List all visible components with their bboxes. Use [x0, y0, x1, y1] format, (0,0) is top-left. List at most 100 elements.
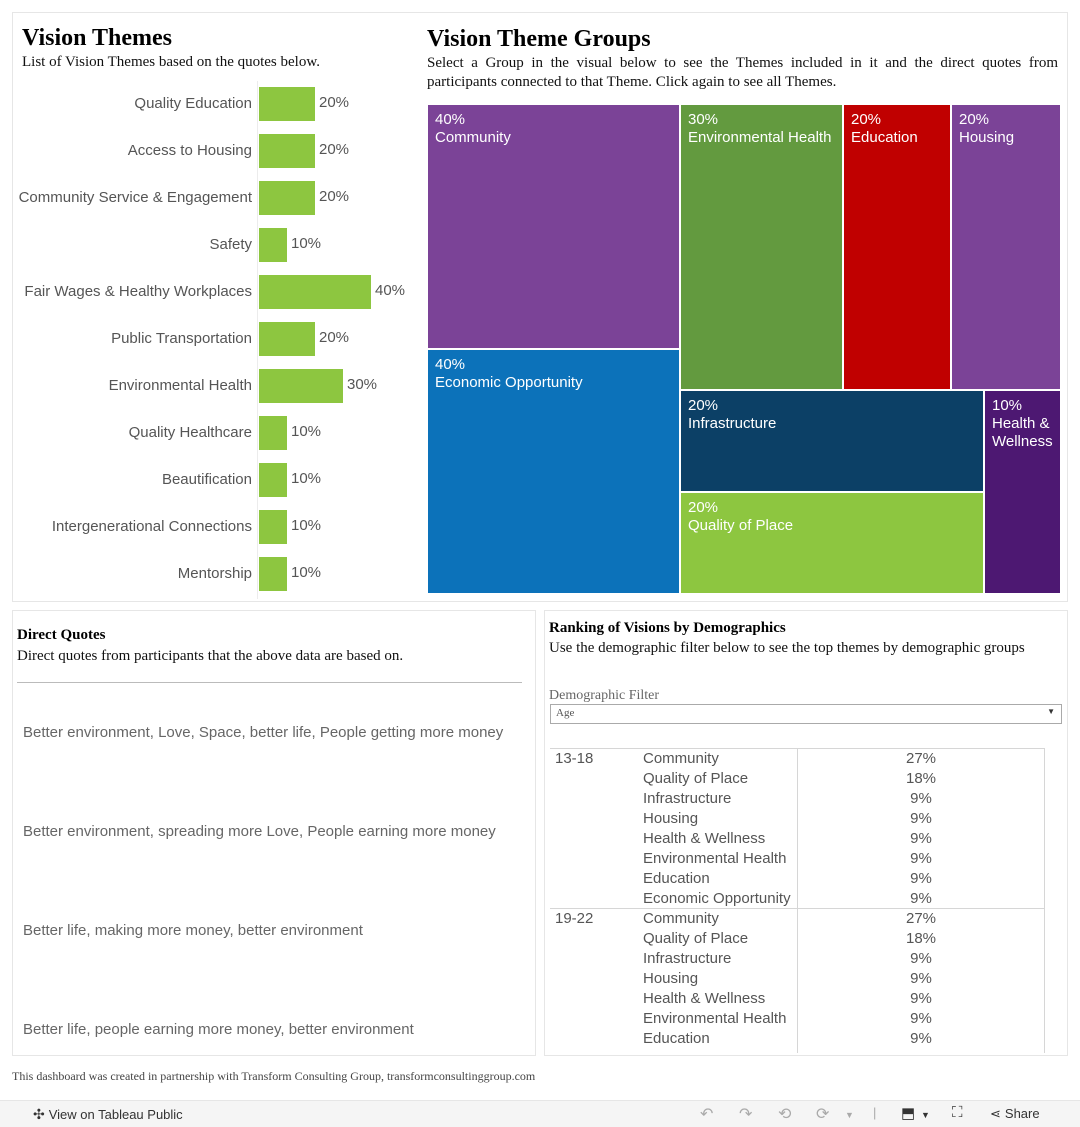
table-border-right	[1044, 748, 1045, 1053]
ranking-theme-cell: Infrastructure	[643, 790, 732, 807]
ranking-theme-cell: Housing	[643, 810, 699, 827]
treemap-cell-percent: 40%	[435, 356, 466, 373]
bar-value-label: 10%	[291, 423, 322, 440]
chevron-down-icon: ▼	[1047, 707, 1055, 716]
treemap-cell-percent: 20%	[688, 499, 719, 516]
bar[interactable]	[259, 510, 287, 544]
ranking-value-cell: 9%	[910, 810, 932, 827]
ranking-value-cell: 18%	[905, 930, 937, 947]
toolbar-separator: |	[873, 1105, 877, 1120]
ranking-theme-cell: Quality of Place	[643, 930, 749, 947]
treemap-cell-percent: 10%	[992, 397, 1023, 414]
treemap-cell[interactable]: 20% Education	[843, 104, 951, 390]
fullscreen-icon[interactable]: ⛶	[952, 1104, 963, 1121]
quotes-divider	[17, 682, 522, 683]
treemap-cell-label: Housing	[959, 129, 1015, 146]
refresh-icon[interactable]: ⟳	[816, 1106, 830, 1123]
table-column-divider	[797, 748, 798, 1053]
treemap-cell-percent: 30%	[688, 111, 719, 128]
ranking-theme-cell: Housing	[643, 970, 699, 987]
treemap-cell[interactable]: 10% Health & Wellness	[984, 390, 1061, 594]
bar-category-label: Quality Education	[134, 95, 252, 112]
treemap-cell-percent: 20%	[688, 397, 719, 414]
ranking-theme-cell: Infrastructure	[643, 950, 732, 967]
ranking-title: Ranking of Visions by Demographics	[549, 620, 786, 636]
direct-quotes-panel: Direct Quotes Direct quotes from partici…	[12, 610, 536, 1056]
treemap-cell[interactable]: 40% Economic Opportunity	[427, 349, 680, 594]
bar[interactable]	[259, 87, 315, 121]
treemap-cell-label: Community	[435, 129, 511, 146]
bar-value-label: 30%	[347, 376, 378, 393]
bar-value-label: 20%	[319, 329, 350, 346]
ranking-theme-cell: Environmental Health	[643, 850, 787, 867]
bar-category-label: Access to Housing	[127, 142, 252, 159]
bar-category-label: Community Service & Engagement	[18, 189, 252, 206]
bar[interactable]	[259, 181, 315, 215]
undo-icon[interactable]: ↶	[700, 1106, 714, 1123]
bar-value-label: 20%	[319, 141, 350, 158]
vision-themes-title: Vision Themes	[22, 25, 173, 51]
treemap-cell-label: Quality of Place	[688, 517, 794, 534]
bar-category-label: Beautification	[161, 471, 252, 488]
vision-themes-bar-chart: Quality Education 20% Access to Housing 20%…	[13, 13, 423, 603]
treemap-cell-label: Economic Opportunity	[435, 374, 583, 391]
ranking-theme-cell: Community	[643, 910, 719, 927]
demographic-filter-value: Age	[556, 707, 575, 719]
treemap-cell-percent: 40%	[435, 111, 466, 128]
ranking-value-cell: 9%	[910, 830, 932, 847]
bar[interactable]	[259, 369, 343, 403]
bar[interactable]	[259, 416, 287, 450]
download-dropdown-icon[interactable]: ▼	[921, 1110, 930, 1120]
ranking-value-cell: 9%	[910, 1010, 932, 1027]
treemap-cell-label: Health & Wellness	[992, 415, 1053, 450]
footer-note: This dashboard was created in partnershi…	[12, 1069, 536, 1083]
bar[interactable]	[259, 322, 315, 356]
groups-subtitle: Select a Group in the visual below to se…	[427, 55, 1058, 90]
treemap-cell[interactable]: 40% Community	[427, 104, 680, 349]
ranking-value-cell: 18%	[905, 770, 937, 787]
download-icon[interactable]: ⬒	[901, 1105, 916, 1122]
treemap-cell[interactable]: 20% Housing	[951, 104, 1061, 390]
bar-value-label: 10%	[291, 470, 322, 487]
share-button[interactable]: ⋖ Share	[990, 1106, 1040, 1122]
treemap-cell-label: Infrastructure	[688, 415, 777, 432]
treemap-cell-percent: 20%	[851, 111, 882, 128]
treemap-cell[interactable]: 20% Quality of Place	[680, 492, 984, 594]
quote-item: Better life, people earning more money, …	[23, 1021, 414, 1038]
ranking-theme-cell: Economic Opportunity	[643, 890, 791, 907]
bar[interactable]	[259, 557, 287, 591]
bar-value-label: 10%	[291, 235, 322, 252]
bar-value-label: 10%	[291, 517, 322, 534]
share-label: Share	[1004, 1106, 1040, 1121]
quote-item: Better environment, Love, Space, better …	[23, 724, 504, 741]
ranking-subtitle: Use the demographic filter below to see …	[549, 640, 1025, 656]
quote-item: Better environment, spreading more Love,…	[23, 823, 496, 840]
refresh-dropdown-icon[interactable]: ▼	[845, 1110, 854, 1120]
ranking-value-cell: 27%	[905, 910, 937, 927]
bar-category-label: Fair Wages & Healthy Workplaces	[24, 283, 252, 300]
view-on-tableau-public-button[interactable]: ✣ View on Tableau Public	[33, 1106, 183, 1123]
tableau-toolbar: ✣ View on Tableau Public ↶ ↷ ⟲ ⟳ ▼ | ⬒ ▼ …	[0, 1100, 1080, 1127]
bar[interactable]	[259, 463, 287, 497]
demographic-group-label: 19-22	[555, 910, 594, 927]
treemap-cell-label: Education	[851, 129, 918, 146]
bar-category-label: Quality Healthcare	[128, 424, 252, 441]
bar-value-label: 40%	[375, 282, 406, 299]
treemap-cell[interactable]: 20% Infrastructure	[680, 390, 984, 492]
bar[interactable]	[259, 228, 287, 262]
treemap-cell-label: Environmental Health	[688, 129, 832, 146]
bar-value-label: 20%	[319, 188, 350, 205]
redo-icon[interactable]: ↷	[739, 1106, 753, 1123]
ranking-value-cell: 27%	[905, 750, 937, 767]
treemap-cell[interactable]: 30% Environmental Health	[680, 104, 843, 390]
direct-quotes-subtitle: Direct quotes from participants that the…	[17, 648, 404, 664]
ranking-value-cell: 9%	[910, 870, 932, 887]
revert-icon[interactable]: ⟲	[778, 1106, 792, 1123]
bar[interactable]	[259, 134, 315, 168]
ranking-value-cell: 9%	[910, 1030, 932, 1047]
bar[interactable]	[259, 275, 371, 309]
bar-category-label: Public Transportation	[111, 330, 252, 347]
demographic-filter-select[interactable]: Age ▼	[550, 704, 1062, 724]
themes-panel: Vision Themes List of Vision Themes base…	[12, 12, 1068, 602]
tableau-logo-icon: ✣	[33, 1106, 45, 1122]
